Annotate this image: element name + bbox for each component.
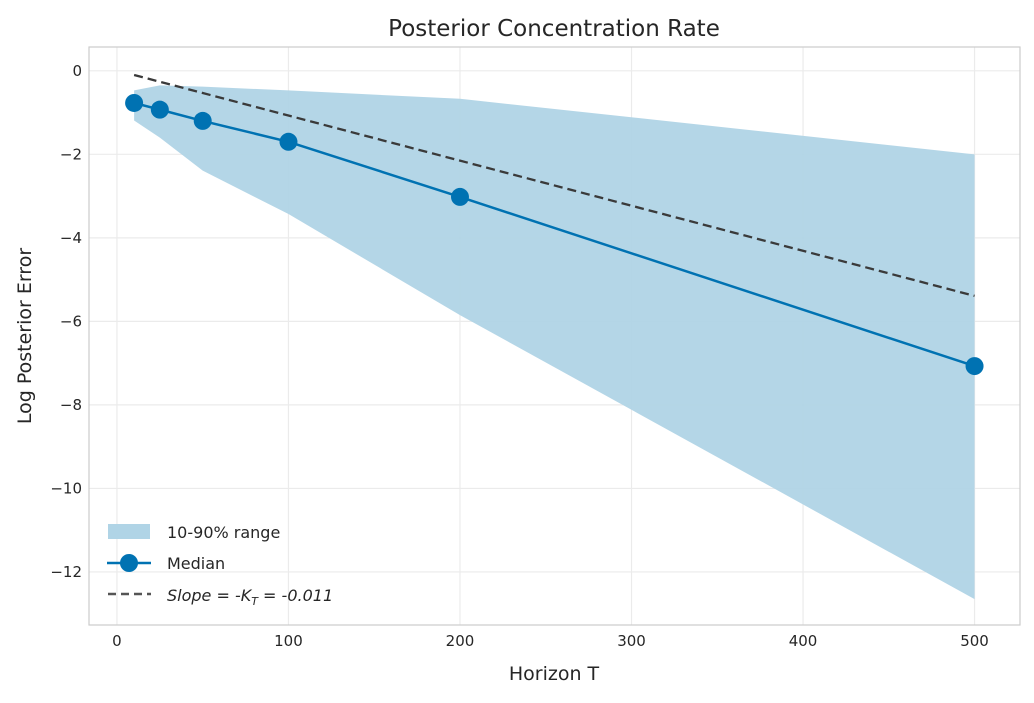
y-tick-label: −2 bbox=[60, 145, 82, 163]
x-tick-label: 500 bbox=[960, 632, 989, 650]
median-point bbox=[150, 100, 169, 119]
legend-slope-label: Slope = -KT = -0.011 bbox=[167, 586, 333, 608]
legend-slope-sub: T bbox=[251, 595, 259, 608]
plot-frame bbox=[88, 46, 1021, 626]
x-tick-label: 100 bbox=[274, 632, 303, 650]
legend-band-swatch bbox=[108, 524, 150, 539]
y-tick-label: −12 bbox=[50, 563, 82, 581]
x-tick-label: 300 bbox=[617, 632, 646, 650]
y-tick-label: 0 bbox=[72, 62, 82, 80]
x-tick-label: 0 bbox=[112, 632, 122, 650]
legend-median-marker bbox=[120, 554, 138, 572]
median-point bbox=[193, 111, 212, 130]
y-tick-label: −8 bbox=[60, 396, 82, 414]
median-point bbox=[125, 93, 144, 112]
x-tick-label: 400 bbox=[789, 632, 818, 650]
y-tick-label: −6 bbox=[60, 312, 82, 330]
legend: 10-90% range Median Slope = -KT = -0.011 bbox=[107, 523, 333, 608]
x-tick-label: 200 bbox=[446, 632, 475, 650]
y-axis-label: Log Posterior Error bbox=[14, 248, 36, 424]
band-area bbox=[134, 85, 975, 600]
x-axis-label: Horizon T bbox=[509, 663, 600, 685]
median-point bbox=[965, 357, 984, 376]
band-layer bbox=[134, 85, 975, 600]
y-tick-label: −10 bbox=[50, 479, 82, 497]
median-point bbox=[450, 187, 469, 206]
y-tick-label: −4 bbox=[60, 229, 82, 247]
legend-median-label: Median bbox=[167, 554, 225, 573]
ticks: 0 100 200 300 400 500 0 −2 −4 −6 −8 −10 −12 bbox=[50, 62, 989, 650]
legend-band-label: 10-90% range bbox=[167, 523, 280, 542]
chart-title: Posterior Concentration Rate bbox=[388, 16, 720, 42]
legend-slope-prefix: Slope = -K bbox=[167, 586, 253, 605]
legend-slope-suffix: = -0.011 bbox=[258, 586, 333, 605]
slope-line bbox=[133, 73, 975, 298]
median-point bbox=[279, 132, 298, 151]
lines-layer bbox=[125, 73, 984, 376]
